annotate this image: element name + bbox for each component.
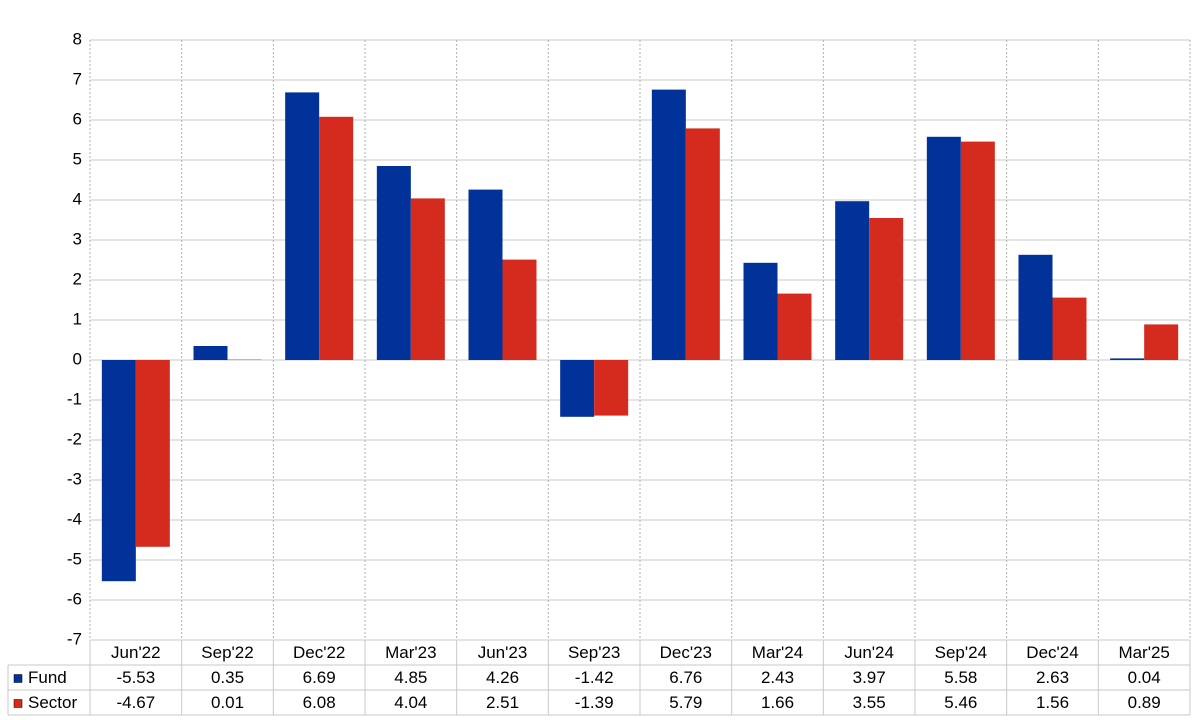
legend-label: Sector bbox=[28, 693, 77, 712]
y-tick-label: -6 bbox=[67, 589, 82, 608]
y-tick-label: -5 bbox=[67, 549, 82, 568]
table-value: 1.56 bbox=[1036, 693, 1069, 712]
legend-swatch bbox=[13, 699, 23, 708]
bar bbox=[777, 293, 812, 360]
y-tick-label: -1 bbox=[67, 389, 82, 408]
y-tick-label: 6 bbox=[73, 109, 82, 128]
bar bbox=[960, 141, 995, 360]
table-value: -4.67 bbox=[116, 693, 155, 712]
table-value: 5.46 bbox=[944, 693, 977, 712]
table-value: 4.04 bbox=[394, 693, 427, 712]
x-tick-label: Mar'23 bbox=[385, 643, 436, 662]
table-value: 6.69 bbox=[303, 668, 336, 687]
bar bbox=[1052, 297, 1087, 360]
table-value: 4.85 bbox=[394, 668, 427, 687]
table-value: 2.63 bbox=[1036, 668, 1069, 687]
table-value: 0.89 bbox=[1128, 693, 1161, 712]
y-tick-label: 3 bbox=[73, 229, 82, 248]
table-value: 2.51 bbox=[486, 693, 519, 712]
bar bbox=[1110, 358, 1145, 360]
y-tick-label: 5 bbox=[73, 149, 82, 168]
table-value: 3.55 bbox=[853, 693, 886, 712]
table-value: 1.66 bbox=[761, 693, 794, 712]
bar bbox=[560, 360, 595, 417]
table-value: 0.04 bbox=[1128, 668, 1161, 687]
legend-label: Fund bbox=[28, 668, 67, 687]
y-tick-label: 2 bbox=[73, 269, 82, 288]
table-value: 6.08 bbox=[303, 693, 336, 712]
bar bbox=[835, 201, 870, 360]
y-tick-label: 4 bbox=[73, 189, 82, 208]
bar bbox=[743, 262, 778, 360]
x-tick-label: Dec'24 bbox=[1026, 643, 1078, 662]
y-tick-label: -2 bbox=[67, 429, 82, 448]
table-value: 5.79 bbox=[669, 693, 702, 712]
bar bbox=[101, 360, 136, 582]
x-tick-label: Mar'24 bbox=[752, 643, 803, 662]
x-tick-label: Jun'22 bbox=[111, 643, 161, 662]
bar bbox=[594, 360, 629, 416]
bar bbox=[193, 346, 228, 360]
table-value: -1.39 bbox=[575, 693, 614, 712]
x-tick-label: Dec'23 bbox=[660, 643, 712, 662]
bar bbox=[468, 189, 503, 360]
table-value: 6.76 bbox=[669, 668, 702, 687]
bar bbox=[869, 218, 904, 360]
bar bbox=[502, 259, 537, 360]
bar bbox=[285, 92, 320, 361]
x-tick-label: Dec'22 bbox=[293, 643, 345, 662]
bar bbox=[319, 116, 354, 360]
y-tick-label: -7 bbox=[67, 629, 82, 648]
x-tick-label: Sep'23 bbox=[568, 643, 620, 662]
table-value: 0.01 bbox=[211, 693, 244, 712]
y-tick-label: 0 bbox=[73, 349, 82, 368]
legend-swatch bbox=[13, 674, 23, 683]
y-tick-label: -4 bbox=[67, 509, 82, 528]
x-tick-label: Jun'23 bbox=[478, 643, 528, 662]
bar bbox=[135, 360, 170, 547]
bar bbox=[376, 166, 411, 360]
bar bbox=[926, 136, 961, 360]
table-value: 5.58 bbox=[944, 668, 977, 687]
bar bbox=[410, 198, 445, 360]
bar bbox=[651, 89, 686, 360]
bar bbox=[1144, 324, 1179, 360]
bar bbox=[1018, 254, 1053, 360]
y-tick-label: 7 bbox=[73, 69, 82, 88]
table-value: 4.26 bbox=[486, 668, 519, 687]
table-value: 2.43 bbox=[761, 668, 794, 687]
y-tick-label: -3 bbox=[67, 469, 82, 488]
table-value: -1.42 bbox=[575, 668, 614, 687]
y-tick-label: 1 bbox=[73, 309, 82, 328]
bar bbox=[685, 128, 720, 360]
x-tick-label: Mar'25 bbox=[1118, 643, 1169, 662]
table-value: 3.97 bbox=[853, 668, 886, 687]
x-tick-label: Sep'24 bbox=[935, 643, 987, 662]
x-tick-label: Sep'22 bbox=[201, 643, 253, 662]
table-value: 0.35 bbox=[211, 668, 244, 687]
x-tick-label: Jun'24 bbox=[844, 643, 894, 662]
y-tick-label: 8 bbox=[73, 29, 82, 48]
table-value: -5.53 bbox=[116, 668, 155, 687]
